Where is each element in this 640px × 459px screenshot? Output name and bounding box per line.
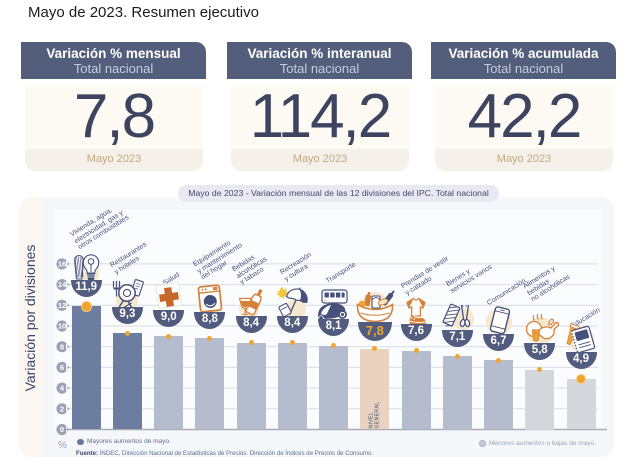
svg-text:10: 10	[58, 322, 66, 331]
svg-text:2: 2	[60, 404, 64, 413]
svg-text:6: 6	[60, 363, 64, 372]
svg-text:4: 4	[60, 384, 65, 393]
svg-text:8: 8	[60, 342, 64, 351]
svg-text:12: 12	[58, 301, 66, 310]
svg-text:14: 14	[58, 280, 67, 289]
svg-text:0: 0	[60, 425, 64, 434]
svg-text:16: 16	[58, 260, 66, 269]
